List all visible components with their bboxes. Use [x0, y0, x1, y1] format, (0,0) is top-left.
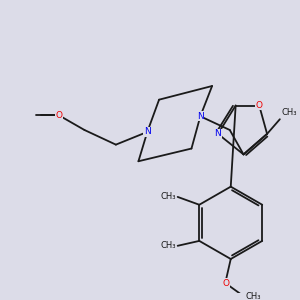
Text: CH₃: CH₃: [245, 292, 261, 300]
Text: O: O: [56, 111, 62, 120]
Text: O: O: [256, 101, 263, 110]
Text: N: N: [197, 112, 204, 121]
Text: CH₃: CH₃: [160, 192, 176, 201]
Text: O: O: [222, 279, 229, 288]
Text: N: N: [214, 129, 221, 138]
Text: N: N: [144, 128, 151, 136]
Text: CH₃: CH₃: [282, 108, 297, 117]
Text: CH₃: CH₃: [160, 241, 176, 250]
